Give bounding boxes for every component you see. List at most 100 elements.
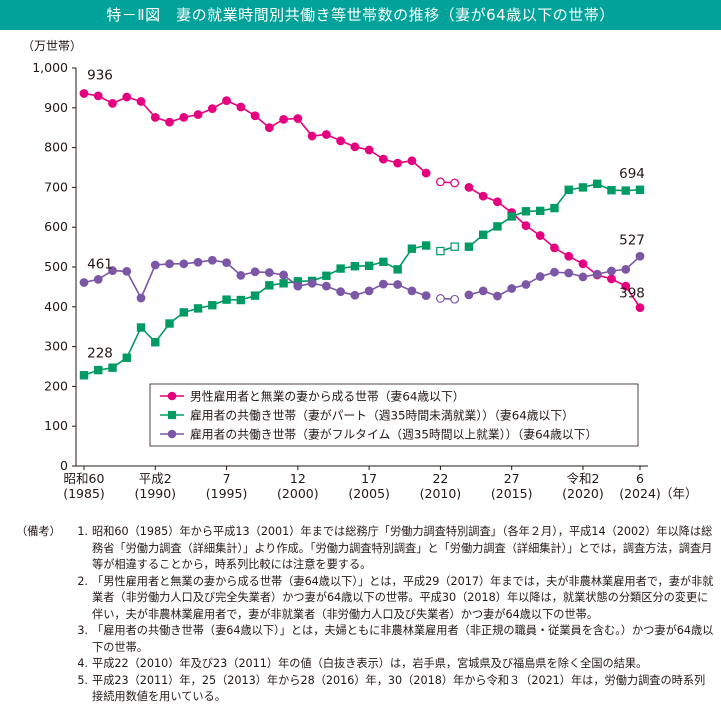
series-3-point xyxy=(165,259,174,269)
series-3-point xyxy=(521,280,531,289)
series-2-point xyxy=(236,295,246,305)
series-2-point xyxy=(407,244,417,253)
series-2-point xyxy=(564,185,573,194)
x-tick-year-label: (1995) xyxy=(206,486,248,501)
series-2-point xyxy=(607,185,616,195)
note-number: 5. xyxy=(77,673,88,687)
series-2-point xyxy=(79,371,89,380)
series-2-point xyxy=(379,257,388,267)
series-3-point xyxy=(464,290,474,300)
series-3-point xyxy=(407,286,417,296)
series-2-point xyxy=(179,308,188,317)
series-2-point xyxy=(108,363,117,372)
series-2-point xyxy=(436,246,445,256)
note-item: （備考） 1. 昭和60（1985）年から平成13（2001）年までは総務庁「労働力… xyxy=(16,524,716,574)
series-1-point xyxy=(578,259,588,269)
notes-heading xyxy=(16,673,68,706)
x-axis-unit-label: （年） xyxy=(660,486,698,501)
series-3-point xyxy=(236,270,246,280)
series-3-point xyxy=(478,286,488,296)
x-tick-year-label: (1985) xyxy=(63,486,105,501)
series-1-point xyxy=(607,274,616,284)
series-2-point xyxy=(193,304,203,313)
series-1-line xyxy=(83,92,427,174)
series-2-data-label: 228 xyxy=(87,345,113,361)
series-1-point xyxy=(79,89,89,98)
notes-heading: （備考） xyxy=(16,525,61,538)
y-tick-label: 200 xyxy=(44,378,68,393)
notes-heading xyxy=(16,623,68,656)
series-3-point xyxy=(193,257,203,267)
note-item: 4. 平成22（2010）年及び23（2011）年の値（白抜き表示）は，岩手県，宮… xyxy=(16,656,716,673)
series-3-point xyxy=(507,284,517,293)
series-2-data-label: 694 xyxy=(619,166,645,182)
x-tick-label: 17 xyxy=(361,471,377,486)
series-1-data-label: 936 xyxy=(87,67,113,83)
series-3-point xyxy=(592,269,602,279)
series-1-point xyxy=(535,231,545,240)
series-1-point xyxy=(307,131,317,141)
x-tick-label: 7 xyxy=(223,471,231,486)
series-1-point xyxy=(250,111,260,121)
note-number: 4. xyxy=(77,657,88,670)
series-1-point xyxy=(165,117,174,127)
legend-marker xyxy=(167,429,177,439)
series-1-point xyxy=(521,221,531,231)
series-2-point xyxy=(393,265,402,274)
note-text: 「雇用者の共働き世帯（妻64歳以下）」とは，夫婦ともに非農林業雇用者（非正規の職… xyxy=(92,624,714,654)
series-3-point xyxy=(535,272,545,281)
series-2-point xyxy=(478,230,488,239)
note-number: 3. xyxy=(77,624,88,637)
series-1-point xyxy=(493,197,502,207)
series-3-data-label: 461 xyxy=(87,257,113,273)
series-3-point xyxy=(436,294,445,303)
line-chart: （万世帯） 0 100 200 300 400 500 600 700 800 900 1,000 昭和… xyxy=(22,39,698,501)
series-1-point xyxy=(393,158,403,168)
note-item: 5. 平成23（2011）年，25（2013）年から28（2016）年，30（20… xyxy=(16,673,716,706)
series-3-point xyxy=(421,291,431,301)
y-tick-label: 900 xyxy=(44,100,68,115)
series-1-point xyxy=(421,168,431,178)
legend-marker xyxy=(167,391,177,401)
series-2-point xyxy=(279,279,288,288)
series-1-point xyxy=(378,154,388,164)
series-1-point xyxy=(207,104,217,113)
series-2-point xyxy=(322,271,331,280)
series-1-point xyxy=(621,281,631,291)
series-3-point xyxy=(136,293,146,303)
series-2-line xyxy=(83,244,427,377)
series-1-point xyxy=(122,92,132,102)
series-2-point xyxy=(578,183,588,192)
y-tick-label: 1,000 xyxy=(32,60,68,75)
notes-heading xyxy=(16,574,68,624)
x-tick-label: 27 xyxy=(504,471,520,486)
series-3-point xyxy=(321,281,331,291)
series-2-point xyxy=(151,338,160,347)
notes-block: （備考） 1. 昭和60（1985）年から平成13（2001）年までは総務庁「労働力… xyxy=(16,524,716,706)
x-tick-year-label: (2010) xyxy=(420,486,462,501)
legend-label: 雇用者の共働き世帯（妻がフルタイム（週35時間以上就業））（妻64歳以下） xyxy=(190,428,597,442)
series-2-point xyxy=(350,262,360,271)
chart-title: 特－Ⅱ図 妻の就業時間別共働き等世帯数の推移（妻が64歳以下の世帯） xyxy=(0,0,721,30)
series-3-point xyxy=(293,281,303,291)
note-text: 昭和60（1985）年から平成13（2001）年までは総務庁「労働力調査特別調査… xyxy=(92,525,713,571)
series-3-point xyxy=(635,251,645,261)
note-text: 平成22（2010）年及び23（2011）年の値（白抜き表示）は，岩手県，宮城県… xyxy=(92,657,648,670)
y-tick-label: 500 xyxy=(44,259,68,274)
series-1-point xyxy=(279,114,288,124)
series-2-point xyxy=(421,241,431,250)
series-3-point xyxy=(179,259,189,269)
series-1-point xyxy=(364,145,374,155)
series-3-point xyxy=(350,290,360,300)
series-2-point xyxy=(493,222,502,231)
series-2-point xyxy=(122,353,131,362)
series-2-point xyxy=(635,185,645,194)
series-2-point xyxy=(336,264,345,273)
x-tick-label: 令和2 xyxy=(566,471,599,486)
series-1-point xyxy=(464,182,474,192)
series-3-point xyxy=(93,274,103,284)
legend-label: 雇用者の共働き世帯（妻がパート（週35時間未満就業））（妻64歳以下） xyxy=(190,409,574,423)
x-tick-year-label: (2005) xyxy=(348,486,390,501)
x-tick-label: 昭和60 xyxy=(64,471,105,486)
y-tick-label: 100 xyxy=(44,418,68,433)
